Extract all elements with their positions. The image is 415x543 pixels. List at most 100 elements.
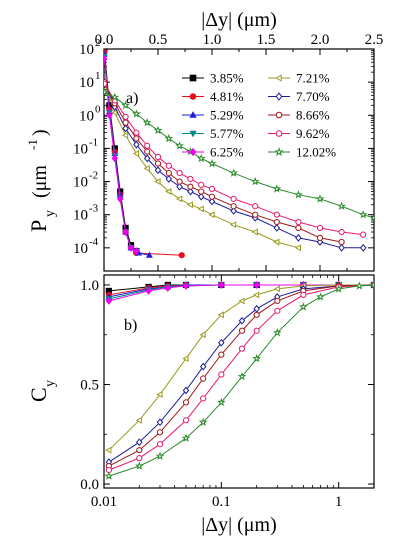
series-a-point-12-02 — [104, 87, 109, 96]
panel-b-y-label-sub: y — [43, 380, 58, 387]
series-b-point-7-21 — [253, 291, 260, 299]
panel-a-x-tick-label: 0.5 — [149, 32, 168, 48]
series-b-point-6-25 — [218, 281, 225, 289]
panel-b-ticks: 0.01 0.1 1 0.0 0.5 1.0 — [80, 275, 375, 510]
series-a-point-12-02 — [207, 158, 217, 168]
series-a-point-6-25 — [106, 111, 113, 120]
panel-a-y-tick-base: 10 — [73, 175, 88, 191]
series-a-point-9-62 — [133, 129, 140, 136]
series-b-point-12-02 — [334, 284, 343, 293]
series-b-point-6-25 — [253, 281, 260, 289]
panel-b-x-axis-label: |Δy| (μm) — [201, 514, 276, 536]
legend-label: 8.66% — [296, 108, 330, 123]
legend-entry-12-02: 12.02% — [268, 145, 336, 160]
series-a-point-12-02 — [196, 153, 206, 163]
series-a-point-9-62 — [165, 162, 172, 169]
series-b-point-7-70 — [156, 418, 164, 427]
panel-a-y-tick-exp: -3 — [89, 203, 99, 215]
panel-a-y-tick-base: 10 — [79, 42, 94, 58]
panel-b-x-tick-label: 0.1 — [212, 494, 231, 510]
series-a-point-7-21 — [229, 221, 237, 229]
legend-entry-7-70: 7.70% — [268, 89, 330, 104]
series-b-point-9-62 — [200, 395, 207, 402]
panel-a-x-tick-label: 1.0 — [203, 32, 222, 48]
panel-a-y-tick-label: 10 2 — [79, 37, 101, 58]
legend-marker — [189, 74, 197, 82]
series-a-point-9-62 — [316, 224, 324, 231]
series-a-point-8-66 — [176, 178, 183, 185]
legend-entry-9-62: 9.62% — [268, 126, 330, 141]
series-b-12-02 — [104, 280, 374, 480]
series-b-point-7-70 — [238, 316, 246, 325]
series-b-line-7-21 — [108, 284, 374, 451]
panel-a-y-axis-label: Py (μm -1) — [25, 129, 58, 232]
series-a-point-6-25 — [122, 228, 129, 236]
legend-label: 12.02% — [296, 145, 336, 160]
series-a-point-9-62 — [360, 231, 367, 238]
series-a-point-12-02 — [250, 176, 260, 186]
panel-a-series — [104, 49, 374, 259]
series-b-point-9-62 — [156, 441, 164, 448]
series-a-point-7-70 — [359, 243, 367, 252]
panel-b-label: b) — [124, 317, 137, 334]
series-a-point-12-02 — [164, 133, 174, 143]
series-a-6-25 — [104, 55, 140, 255]
panel-a-y-tick-exp: 2 — [95, 37, 101, 49]
series-a-3-85 — [104, 49, 140, 255]
series-b-point-12-02 — [198, 417, 208, 426]
panel-a-x-tick-label: 1.5 — [257, 32, 276, 48]
series-a-point-7-21 — [186, 201, 193, 209]
legend-label: 7.21% — [296, 71, 330, 86]
series-a-point-12-02 — [293, 190, 303, 199]
series-b-point-12-02 — [316, 292, 325, 301]
series-b-7-70 — [105, 281, 374, 466]
series-a-point-7-21 — [165, 188, 172, 195]
series-a-line-7-70 — [104, 81, 364, 249]
series-a-point-7-21 — [154, 178, 161, 186]
series-b-point-7-21 — [105, 446, 112, 454]
series-a-point-12-02 — [337, 201, 347, 211]
panel-a-y-label-close: ) — [29, 129, 51, 136]
series-b-point-6-25 — [105, 297, 113, 305]
series-a-point-7-21 — [294, 244, 301, 252]
series-b-point-8-66 — [156, 429, 164, 436]
panel-a-x-axis-label: |Δy| (μm) — [201, 9, 276, 31]
panel-a-y-label-sup: -1 — [25, 139, 40, 150]
panel-a-y-tick-exp: 1 — [95, 70, 101, 82]
legend-label: 5.29% — [210, 108, 244, 123]
panel-b-y-label-main: C — [26, 387, 51, 402]
panel-a-y-label-group: Py (μm -1) — [25, 129, 58, 232]
panel-a-legend: 3.85% 4.81% 5.29% 5.77% 6.25% 7.21% 7.70% 8.66%… — [182, 71, 336, 160]
legend-entry-5-29: 5.29% — [182, 108, 244, 123]
series-a-point-6-25 — [116, 195, 124, 203]
panel-a-y-tick-exp: -2 — [89, 170, 98, 182]
panel-a-y-label-sub: y — [43, 210, 58, 217]
series-a-line-5-77 — [104, 56, 137, 252]
series-b-7-21 — [105, 281, 374, 454]
series-a-point-9-62 — [295, 218, 302, 226]
panel-a-y-tick-label: 10 -3 — [73, 203, 99, 224]
series-b-point-7-21 — [199, 331, 206, 339]
series-a-line-3-85 — [104, 49, 137, 252]
legend-marker — [275, 111, 283, 119]
series-b-point-12-02 — [181, 433, 191, 443]
legend-marker — [275, 92, 283, 101]
series-a-point-7-70 — [143, 154, 151, 163]
series-a-point-12-02 — [121, 100, 131, 109]
series-a-point-7-21 — [208, 211, 215, 219]
series-a-point-7-70 — [208, 197, 216, 206]
series-a-point-5-29 — [145, 251, 153, 258]
panel-a-x-tick-label: 0.0 — [95, 32, 114, 48]
series-a-point-9-62 — [144, 142, 151, 149]
series-b-point-6-25 — [182, 282, 190, 290]
series-b-point-9-62 — [238, 345, 246, 352]
series-a-point-9-62 — [104, 80, 108, 87]
series-a-point-7-21 — [111, 109, 118, 117]
series-b-point-7-21 — [135, 416, 142, 424]
legend-marker — [189, 130, 197, 138]
panel-a-ticks: 0.0 0.5 1.0 1.5 2.0 2.510 210 110 010 -110 -210 -31… — [73, 32, 383, 271]
series-b-point-12-02 — [237, 371, 247, 381]
series-a-point-8-66 — [230, 203, 237, 210]
series-a-point-9-62 — [122, 113, 129, 120]
series-a-point-12-02 — [142, 118, 152, 127]
